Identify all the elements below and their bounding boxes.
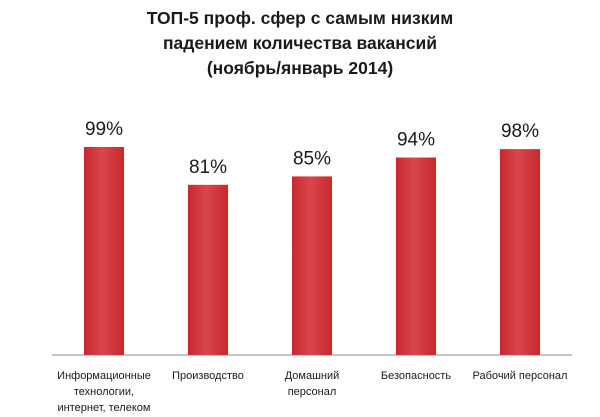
chart-title-line-1: ТОП-5 проф. сфер с самым низким xyxy=(146,8,454,28)
data-label-4: 94% xyxy=(397,130,435,151)
chart-title-line-3: (ноябрь/январь 2014) xyxy=(206,58,394,78)
bar-5 xyxy=(500,149,540,355)
chart-title-line-2: падением количества вакансий xyxy=(162,33,438,53)
category-label-3: Домашний персонал xyxy=(285,370,340,398)
bar-4 xyxy=(396,157,436,355)
data-label-5: 98% xyxy=(501,121,539,142)
data-label-2: 81% xyxy=(189,157,227,178)
category-label-4: Безопасность xyxy=(381,370,451,382)
chart-title: ТОП-5 проф. сфер с самым низким падением… xyxy=(0,6,600,81)
category-label-2: Производство xyxy=(172,370,244,382)
data-label-1: 99% xyxy=(85,119,123,140)
bar-2 xyxy=(188,184,228,355)
bar-1 xyxy=(84,147,124,355)
category-label-5: Рабочий персонал xyxy=(473,370,568,382)
data-label-3: 85% xyxy=(293,148,331,169)
category-label-1: Информационные технологии, интернет, телек… xyxy=(57,370,151,414)
bar-3 xyxy=(292,176,332,355)
